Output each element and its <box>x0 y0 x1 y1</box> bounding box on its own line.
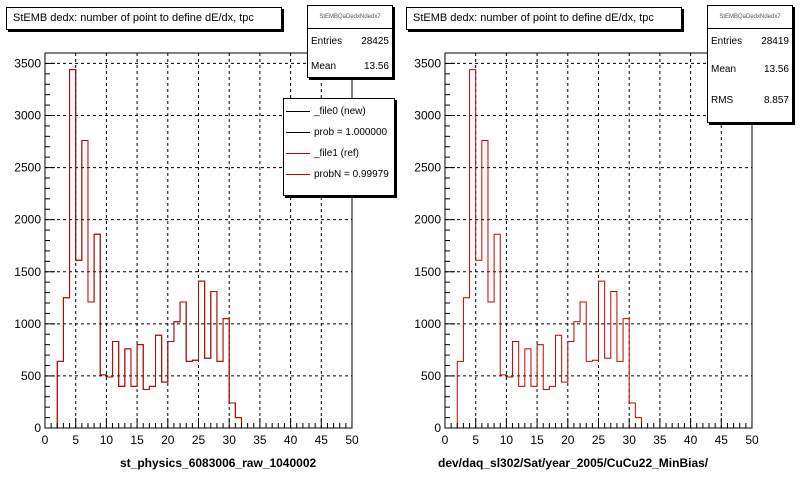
x-tick-label: 25 <box>192 433 206 447</box>
y-tick-label: 3500 <box>14 56 41 70</box>
x-tick-label: 35 <box>653 433 667 447</box>
legend-label: prob = 1.000000 <box>314 127 388 138</box>
left-stats-row-mean: Mean 13.56 <box>308 54 392 79</box>
right-chart-title: StEMB dedx: number of point to define dE… <box>406 7 682 30</box>
x-tick-label: 40 <box>284 433 298 447</box>
x-tick-label: 20 <box>161 433 175 447</box>
y-tick-label: 2000 <box>414 213 441 227</box>
x-tick-label: 0 <box>442 433 449 447</box>
legend-entry-probn: probN = 0.99979 <box>284 164 394 185</box>
legend-label: probN = 0.99979 <box>314 169 389 180</box>
y-tick-label: 3500 <box>414 56 441 70</box>
legend-entry-file0: _file0 (new) <box>284 101 394 122</box>
x-tick-label: 30 <box>223 433 237 447</box>
x-tick-label: 30 <box>623 433 637 447</box>
left-stats-mean-label: Mean <box>311 61 337 72</box>
left-stats-entries-label: Entries <box>311 36 343 47</box>
left-x-axis-label: st_physics_6083006_raw_1040002 <box>120 456 317 470</box>
x-tick-label: 15 <box>130 433 144 447</box>
x-tick-label: 20 <box>561 433 575 447</box>
right-stats-row-rms: RMS 8.857 <box>708 85 792 116</box>
left-histogram-pad: 0 5 10 15 20 25 30 35 40 45 50 0 500 1000 1500 2000 2500… <box>6 5 395 470</box>
x-tick-label: 50 <box>345 433 359 447</box>
y-tick-label: 3000 <box>14 109 41 123</box>
x-tick-label: 25 <box>592 433 606 447</box>
x-tick-label: 40 <box>684 433 698 447</box>
left-stats-name: StEMBQaDedxNdedx7 <box>308 6 392 29</box>
legend-entry-prob: prob = 1.000000 <box>284 122 394 143</box>
right-stats-entries-label: Entries <box>711 36 743 47</box>
left-stats-box: StEMBQaDedxNdedx7 Entries 28425 Mean 13.… <box>307 5 393 78</box>
left-legend: _file0 (new) prob = 1.000000 _file1 (ref… <box>283 98 395 196</box>
x-tick-label: 15 <box>530 433 544 447</box>
x-tick-label: 45 <box>715 433 729 447</box>
legend-label: _file0 (new) <box>314 106 366 117</box>
x-tick-label: 10 <box>500 433 514 447</box>
left-stats-mean-value: 13.56 <box>363 61 389 72</box>
left-chart-title: StEMB dedx: number of point to define dE… <box>6 7 282 30</box>
y-tick-label: 2000 <box>14 213 41 227</box>
y-tick-label: 1000 <box>414 317 441 331</box>
right-stats-box: StEMBQaDedxNdedx7 Entries 28419 Mean 13.… <box>707 5 793 123</box>
x-tick-label: 50 <box>745 433 759 447</box>
right-histogram-pad: 0 5 10 15 20 25 30 35 40 45 50 0 500 1000 1500 2000 2500… <box>400 0 800 480</box>
y-tick-label: 500 <box>21 369 41 383</box>
y-tick-label: 2500 <box>14 161 41 175</box>
x-tick-label: 5 <box>472 433 479 447</box>
y-tick-label: 500 <box>421 369 441 383</box>
left-stats-row-entries: Entries 28425 <box>308 29 392 54</box>
right-stats-rms-value: 8.857 <box>763 95 789 106</box>
x-tick-label: 10 <box>100 433 114 447</box>
y-tick-label: 2500 <box>414 161 441 175</box>
right-x-axis-label: dev/daq_sl302/Sat/year_2005/CuCu22_MinBi… <box>438 456 709 470</box>
right-stats-mean-value: 13.56 <box>763 64 789 75</box>
y-tick-label: 1500 <box>14 265 41 279</box>
legend-line-swatch <box>286 132 310 133</box>
y-tick-label: 3000 <box>414 109 441 123</box>
legend-line-swatch <box>286 174 310 175</box>
right-stats-rms-label: RMS <box>711 95 734 106</box>
left-stats-entries-value: 28425 <box>361 36 389 47</box>
legend-line-swatch <box>286 111 310 112</box>
right-stats-entries-value: 28419 <box>761 36 789 47</box>
y-tick-label: 0 <box>434 421 441 435</box>
x-tick-label: 5 <box>72 433 79 447</box>
right-stats-row-entries: Entries 28419 <box>708 29 792 54</box>
legend-line-swatch <box>286 153 310 154</box>
right-stats-name: StEMBQaDedxNdedx7 <box>708 6 792 29</box>
y-tick-label: 1000 <box>14 317 41 331</box>
legend-label: _file1 (ref) <box>314 148 360 159</box>
x-tick-label: 45 <box>315 433 329 447</box>
legend-entry-file1: _file1 (ref) <box>284 143 394 164</box>
x-tick-label: 35 <box>253 433 267 447</box>
x-tick-label: 0 <box>42 433 49 447</box>
histogram-series-0 <box>445 69 752 429</box>
right-stats-mean-label: Mean <box>711 64 737 75</box>
y-tick-label: 0 <box>34 421 41 435</box>
left-histogram-plot: 0 5 10 15 20 25 30 35 40 45 5005001000150020002500… <box>14 52 359 447</box>
y-tick-label: 1500 <box>414 265 441 279</box>
right-histogram-plot: 0 5 10 15 20 25 30 35 40 45 5005001000150020002500… <box>414 52 759 447</box>
right-stats-row-mean: Mean 13.56 <box>708 54 792 85</box>
